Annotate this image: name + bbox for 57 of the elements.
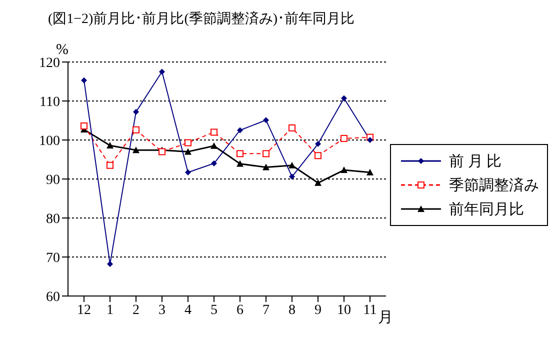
- x-axis-title: 月: [378, 309, 393, 327]
- point: [106, 142, 114, 148]
- legend-label: 前年同月比: [449, 200, 524, 218]
- point: [132, 126, 140, 134]
- x-tick-label: 11: [363, 302, 377, 318]
- point: [210, 142, 218, 149]
- y-axis-title: %: [56, 42, 68, 58]
- x-tick-label: 12: [77, 302, 91, 318]
- legend-label: 前 月 比: [449, 152, 502, 170]
- point: [366, 168, 374, 176]
- point: [314, 179, 322, 186]
- y-tick-label: 80: [46, 212, 60, 227]
- point: [184, 148, 192, 155]
- point: [288, 162, 296, 168]
- x-tick-label: 2: [132, 302, 140, 318]
- chart-title: (図1−2)前月比･前月比(季節調整済み)･前年同月比: [48, 10, 355, 28]
- y-tick-label: 60: [46, 290, 60, 305]
- point: [341, 95, 347, 102]
- x-tick-label: 5: [210, 302, 218, 318]
- point: [237, 127, 243, 134]
- point: [288, 124, 296, 132]
- point: [210, 128, 218, 136]
- point: [340, 134, 348, 142]
- point: [314, 152, 322, 160]
- point: [132, 146, 140, 154]
- point: [367, 137, 373, 143]
- point: [80, 122, 88, 130]
- point: [236, 160, 244, 167]
- point: [289, 174, 295, 180]
- x-tick-label: 3: [158, 302, 166, 318]
- y-tick-label: 90: [46, 172, 60, 188]
- point: [211, 160, 217, 166]
- point: [81, 77, 87, 84]
- x-tick-label: 10: [337, 302, 351, 318]
- x-tick-label: 1: [106, 302, 114, 318]
- point: [106, 162, 114, 169]
- x-tick-label: 7: [262, 302, 270, 318]
- point: [340, 166, 348, 174]
- point: [263, 117, 269, 124]
- y-tick-label: 100: [39, 134, 60, 149]
- point: [133, 108, 139, 115]
- point: [262, 150, 270, 158]
- point: [159, 68, 165, 75]
- point: [262, 164, 270, 170]
- x-tick-label: 6: [236, 302, 244, 318]
- x-tick-label: 9: [314, 302, 322, 318]
- y-tick-label: 70: [46, 250, 60, 266]
- x-tick-label: 8: [288, 302, 296, 318]
- legend-label: 季節調整済み: [449, 176, 539, 194]
- point: [107, 261, 113, 268]
- y-tick-label: 120: [39, 56, 60, 71]
- point: [185, 169, 191, 176]
- point: [184, 139, 192, 146]
- x-tick-label: 4: [184, 302, 192, 318]
- point: [236, 150, 244, 158]
- point: [315, 140, 321, 147]
- y-tick-label: 110: [40, 94, 60, 110]
